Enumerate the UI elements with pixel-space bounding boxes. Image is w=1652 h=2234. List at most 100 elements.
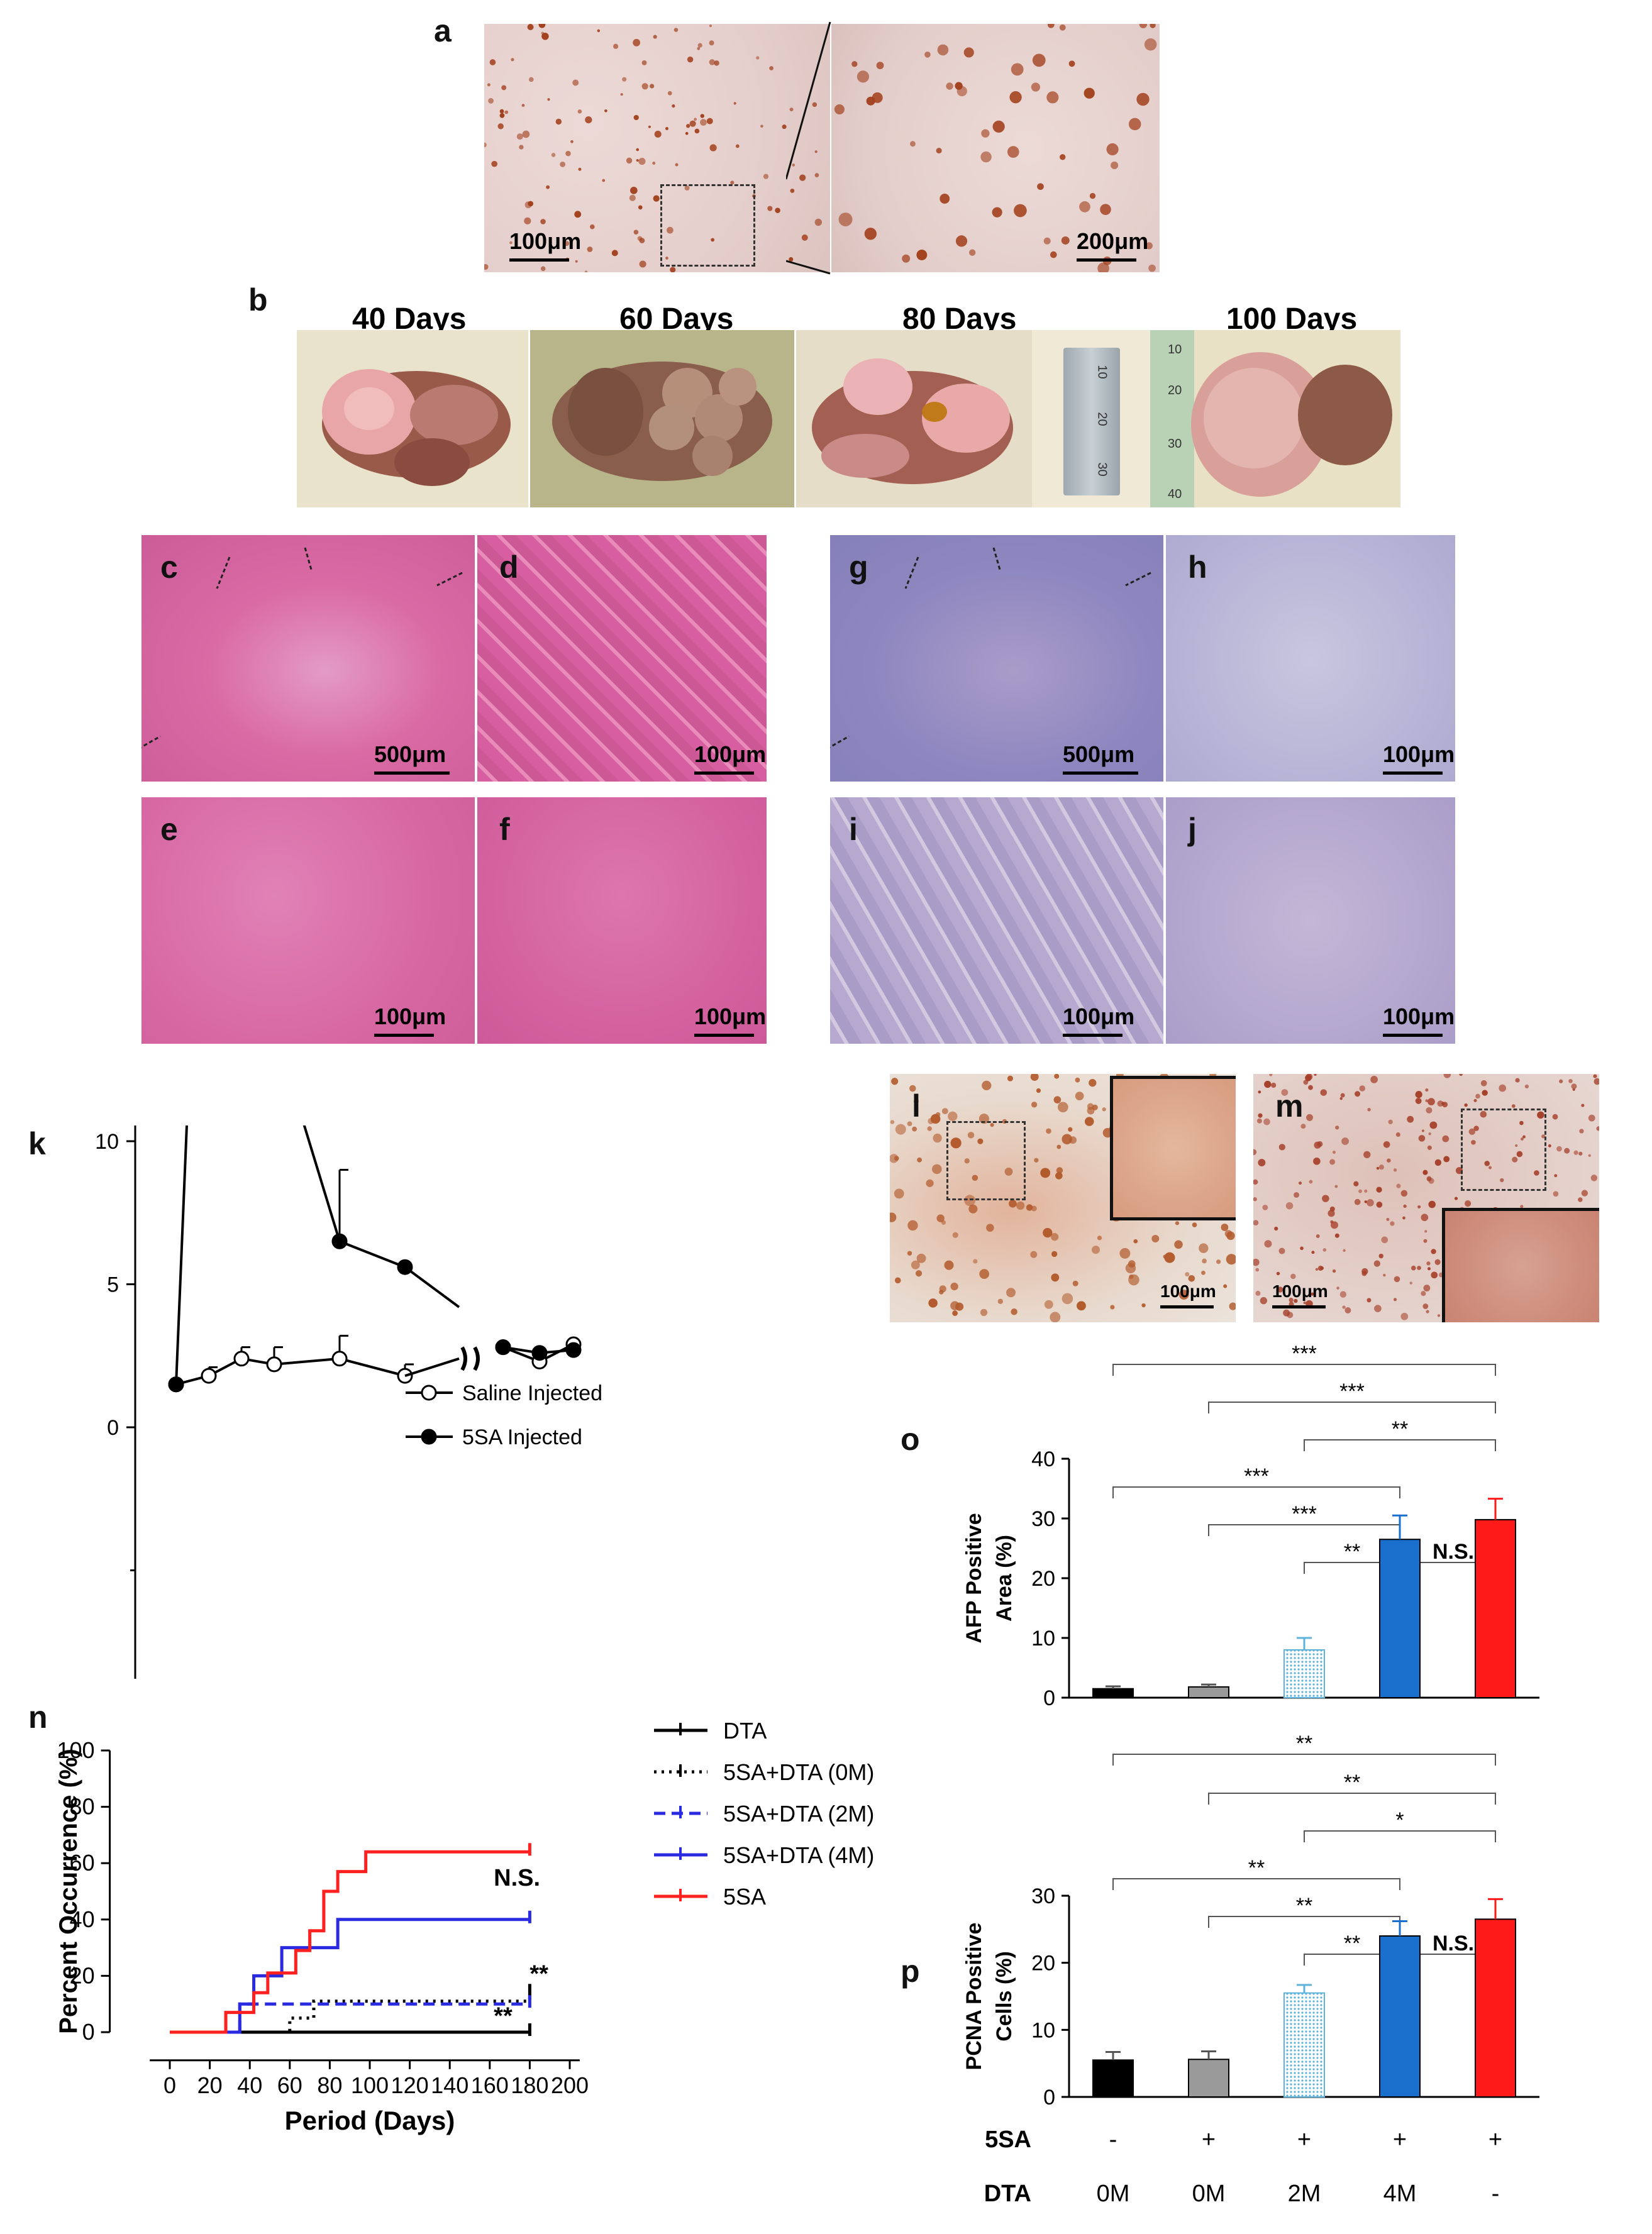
- liver-photo-80-days: [796, 330, 1032, 507]
- legend-label: 5SA Injected: [462, 1425, 582, 1449]
- y-tick-label: 10: [1031, 1627, 1055, 1651]
- annotation-ns: N.S.: [494, 1865, 540, 1891]
- ihc-micrograph-a-high: 200μm: [831, 24, 1160, 272]
- series-stub: [404, 1266, 460, 1308]
- y-tick-label: 10: [95, 1130, 119, 1154]
- y-tick-label: 30: [1031, 1884, 1055, 1908]
- row-value: -: [1109, 2126, 1117, 2153]
- significance-bracket: **: [1304, 1540, 1400, 1574]
- km-curve: [170, 1918, 530, 2034]
- ruler-right-tick-30: 30: [1168, 437, 1182, 451]
- liver-drawing-100: [1191, 352, 1392, 497]
- panel-label-a: a: [434, 13, 452, 48]
- legend-label: DTA: [723, 1718, 767, 1744]
- significance-bracket: ***: [1112, 1342, 1496, 1376]
- open-circle-marker: [201, 1368, 217, 1384]
- panel-label-n: n: [28, 1700, 48, 1735]
- liver-photo-60-days: [530, 330, 794, 507]
- scalebar-f: 100μm: [694, 1004, 766, 1037]
- zoom-lines-a: [786, 21, 831, 275]
- x-tick-label: 140: [431, 2072, 468, 2098]
- y-tick-label: 100: [57, 1737, 95, 1763]
- bar-4: [1475, 1918, 1516, 2098]
- significance-label: ***: [1292, 1342, 1317, 1366]
- y-tick-label: 40: [1031, 1447, 1055, 1471]
- x-tick-label: 60: [277, 2072, 302, 2098]
- ruler-photo-left: 10 20 30: [1032, 330, 1150, 507]
- significance-bracket: *: [1304, 1808, 1496, 1842]
- x-tick-label: 180: [511, 2072, 548, 2098]
- y-tick-label: 0: [82, 2019, 95, 2045]
- arrows-g: [830, 547, 1151, 748]
- significance-bracket: **: [1112, 1856, 1400, 1890]
- x-tick-label: 0: [164, 2072, 176, 2098]
- row-value: +: [1488, 2126, 1502, 2153]
- panel-label-f: f: [499, 812, 510, 847]
- ruler-left-tick-10: 10: [1095, 365, 1109, 379]
- x-tick-label: 20: [197, 2072, 223, 2098]
- y-tick-label: 30: [1031, 1507, 1055, 1531]
- legend-label: 5SA+DTA (0M): [723, 1759, 874, 1785]
- he-micrograph-f: f 100μm: [477, 797, 767, 1044]
- scalebar-j: 100μm: [1383, 1004, 1455, 1037]
- scalebar-g: 500μm: [1063, 741, 1138, 775]
- significance-label: **: [1344, 1932, 1360, 1955]
- filled-circle-marker: [168, 1376, 184, 1393]
- ruler-left: [1063, 348, 1120, 495]
- panel-label-p: p: [901, 1954, 920, 1989]
- y-tick-label: 0: [1043, 1686, 1055, 1710]
- ihc-micrograph-m: m 100μm: [1253, 1074, 1599, 1322]
- panel-label-l: l: [912, 1088, 921, 1124]
- bar-1: [1188, 1686, 1229, 1699]
- panel-label-g: g: [849, 550, 868, 585]
- bar-0: [1092, 2059, 1134, 2098]
- row-value: 2M: [1288, 2181, 1321, 2207]
- zoom-box-l: [946, 1121, 1026, 1200]
- ruler-left-tick-30: 30: [1095, 462, 1109, 477]
- row-value: 0M: [1097, 2181, 1130, 2207]
- panel-label-o: o: [901, 1422, 920, 1457]
- scalebar-m: 100μm: [1272, 1281, 1328, 1308]
- panel-label-c: c: [160, 550, 178, 585]
- y-axis-label: Area (%): [992, 1535, 1016, 1622]
- panel-label-d: d: [499, 550, 519, 585]
- row-value: +: [1393, 2126, 1407, 2153]
- ruler-right-tick-20: 20: [1168, 384, 1182, 397]
- significance-label: **: [1248, 1856, 1265, 1880]
- y-tick-label: 20: [70, 1962, 95, 1988]
- liver-drawing-40: [322, 369, 511, 486]
- ihc-micrograph-j: j 100μm: [1166, 797, 1455, 1044]
- y-axis-label: AFP Positive: [962, 1513, 986, 1643]
- significance-label: **: [1344, 1540, 1360, 1564]
- ihc-micrograph-i: i 100μm: [830, 797, 1163, 1044]
- significance-label: **: [1296, 1735, 1312, 1756]
- legend-marker: [421, 1429, 437, 1445]
- scalebar-h: 100μm: [1383, 741, 1455, 775]
- chart-k: 05101520253035400123456760120180YAP Posi…: [95, 1125, 602, 1679]
- legend-marker: [421, 1385, 437, 1401]
- panel-label-e: e: [160, 812, 178, 847]
- significance-label: **: [1392, 1417, 1408, 1441]
- x-axis-label: Period (Days): [285, 2106, 455, 2135]
- bar-2: [1283, 1649, 1325, 1698]
- significance-bracket: ***: [1112, 1464, 1400, 1498]
- bar-2: [1283, 1992, 1325, 2098]
- annotation-sig: **: [494, 2003, 513, 2030]
- y-axis-label: PCNA Positive: [962, 1923, 986, 2071]
- scalebar-e: 100μm: [374, 1004, 446, 1037]
- km-curve: [170, 1850, 530, 2034]
- y-axis-label: Percent Occurrence (%): [55, 1749, 82, 2034]
- liver-photo-100-days: 10 20 30 40: [1150, 330, 1400, 507]
- zoom-box-m: [1461, 1109, 1546, 1191]
- y-tick-label: 0: [1043, 2086, 1055, 2110]
- legend-label: Saline Injected: [462, 1381, 602, 1405]
- row-value: 4M: [1383, 2181, 1417, 2207]
- ruler-right-tick-40: 40: [1168, 487, 1182, 501]
- x-tick-label: 40: [237, 2072, 262, 2098]
- panel-label-h: h: [1188, 550, 1207, 585]
- y-tick-label: 20: [1031, 1567, 1055, 1591]
- y-tick-label: 60: [70, 1850, 95, 1876]
- liver-drawing-80: [812, 358, 1013, 484]
- ihc-dots-a-low: [484, 24, 823, 272]
